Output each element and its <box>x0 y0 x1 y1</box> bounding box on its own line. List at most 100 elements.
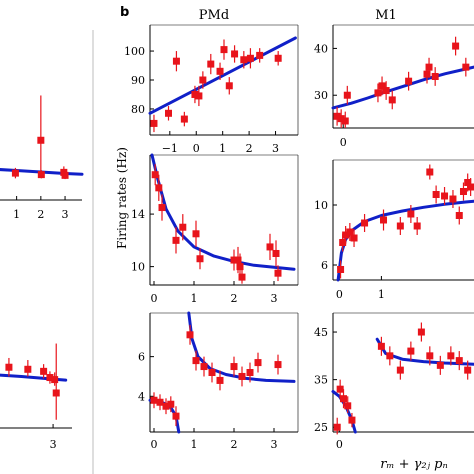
y-tick-label: 4 <box>138 390 145 403</box>
data-point <box>407 210 415 218</box>
data-point <box>11 169 19 177</box>
data-point <box>238 372 246 380</box>
data-point <box>172 236 180 244</box>
data-point <box>272 249 280 257</box>
column-title-pmd: PMd <box>199 8 229 23</box>
data-point <box>350 234 358 242</box>
data-point <box>151 171 159 179</box>
panel-PMd-row2: 0 1 2 3 10 14 <box>131 153 299 305</box>
data-point <box>231 50 239 58</box>
x-tick-label: 0 <box>336 438 343 451</box>
data-point <box>361 219 369 227</box>
x-tick-label: 3 <box>271 438 278 451</box>
data-point <box>464 366 472 374</box>
data-point <box>155 184 163 192</box>
data-point <box>234 256 242 264</box>
x-tick-label: 0 <box>336 288 343 301</box>
x-tick-label: 3 <box>271 292 278 305</box>
data-point <box>396 366 404 374</box>
data-point <box>417 328 425 336</box>
x-tick-label: 1 <box>13 208 20 221</box>
x-tick-label: 3 <box>272 142 279 155</box>
data-point <box>172 412 180 420</box>
data-point <box>208 369 216 376</box>
x-tick-label: 1 <box>378 288 385 301</box>
data-point <box>240 56 248 64</box>
data-point <box>256 51 264 59</box>
data-point <box>339 239 347 246</box>
y-tick-label: 10 <box>314 199 328 212</box>
data-point <box>156 398 164 406</box>
data-point <box>378 82 386 90</box>
data-point <box>238 273 246 281</box>
data-point <box>459 188 467 195</box>
x-tick-label: 2 <box>231 292 238 305</box>
x-tick-label: 1 <box>191 438 198 451</box>
y-tick-label: 40 <box>314 42 328 55</box>
data-point <box>195 92 203 100</box>
data-point <box>467 183 474 191</box>
panel-letter: b <box>120 5 129 20</box>
data-point <box>186 331 194 339</box>
panel-M1-row1: 0 30 40 <box>314 24 474 149</box>
data-point <box>413 222 421 230</box>
data-point <box>192 230 200 238</box>
data-point <box>246 369 254 376</box>
fit-curve <box>150 153 296 271</box>
data-point <box>436 361 444 369</box>
x-tick-label: 2 <box>231 438 238 451</box>
x-tick-label: 3 <box>62 208 69 221</box>
data-point <box>220 46 228 54</box>
data-point <box>455 212 463 219</box>
data-point <box>340 395 348 403</box>
data-point <box>200 363 208 371</box>
data-point <box>396 222 404 230</box>
data-point <box>52 389 60 397</box>
panel-PMd-row3: 0 1 2 3 4 6 <box>138 311 299 451</box>
data-point <box>432 191 440 198</box>
data-point <box>423 70 431 78</box>
fit-curve <box>0 373 68 382</box>
x-tick-label: 0 <box>151 438 158 451</box>
y-tick-label: 25 <box>314 421 328 434</box>
column-title-m1: M1 <box>375 8 397 23</box>
data-point <box>274 361 282 369</box>
data-point <box>426 352 434 360</box>
data-point <box>192 357 200 365</box>
data-point <box>388 96 396 104</box>
data-point <box>341 117 349 125</box>
data-point <box>216 376 224 384</box>
data-point <box>61 171 69 179</box>
y-tick-label: 90 <box>131 74 145 87</box>
data-point <box>348 416 356 424</box>
fit-curve <box>331 65 474 110</box>
data-point <box>246 54 254 62</box>
panel-left-col-row1: 1 2 3 <box>0 95 84 221</box>
data-point <box>236 263 244 271</box>
x-axis-label: rₘ + γ₂ⱼ pₙ <box>380 457 447 472</box>
data-point <box>344 402 352 410</box>
data-point <box>337 115 345 123</box>
data-point <box>179 223 187 231</box>
data-point <box>51 376 59 384</box>
data-point <box>425 63 433 71</box>
y-tick-label: 35 <box>314 374 328 387</box>
data-point <box>337 266 345 273</box>
y-tick-label: 6 <box>321 259 328 272</box>
y-tick-label: 45 <box>314 326 328 339</box>
data-point <box>230 363 238 371</box>
fit-curve <box>148 36 297 115</box>
data-point <box>172 57 180 65</box>
y-tick-label: 14 <box>131 208 145 221</box>
x-tick-label: 0 <box>193 142 200 155</box>
y-tick-label: 10 <box>131 261 145 274</box>
data-point <box>5 363 13 371</box>
data-point <box>216 67 224 75</box>
x-tick-label: 0 <box>340 136 347 149</box>
x-tick-label: 2 <box>37 208 44 221</box>
data-point <box>455 357 463 365</box>
data-point <box>336 385 344 393</box>
data-point <box>426 168 434 176</box>
